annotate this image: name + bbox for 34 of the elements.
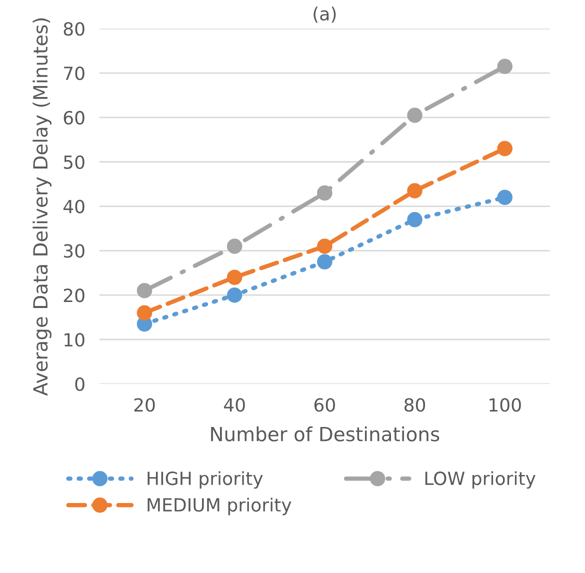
legend-label: LOW priority <box>425 471 536 489</box>
point <box>497 58 512 74</box>
y-tick-label: 30 <box>64 244 84 258</box>
y-tick-label: 50 <box>64 155 84 169</box>
point <box>226 238 242 254</box>
y-tick-label: 60 <box>64 110 84 125</box>
point <box>136 283 152 298</box>
point <box>497 190 512 206</box>
y-tick-label: 70 <box>64 66 84 80</box>
point <box>317 238 332 254</box>
y-tick-label: 0 <box>75 377 84 392</box>
point <box>407 183 422 198</box>
legend-label: HIGH priority <box>148 471 263 489</box>
x-axis-title: Number of Destinations <box>211 426 440 442</box>
y-tick-label: 20 <box>64 288 84 302</box>
y-axis-title: Average Data Delivery Delay (Minutes) <box>32 18 52 396</box>
point <box>407 212 422 228</box>
x-tick-label: 100 <box>490 398 521 412</box>
legend-label: MEDIUM priority <box>148 498 292 516</box>
y-tick-label: 80 <box>64 22 84 36</box>
point <box>407 108 422 123</box>
point <box>226 287 242 303</box>
y-tick-label: 40 <box>63 200 84 214</box>
point <box>226 270 242 285</box>
point <box>497 140 512 156</box>
point <box>136 305 152 320</box>
y-tick-label: 10 <box>64 332 84 347</box>
x-tick-label: 60 <box>314 398 335 412</box>
point <box>317 185 332 201</box>
chart-title: (a) <box>314 6 336 23</box>
x-tick-label: 80 <box>404 398 426 412</box>
x-tick-label: 20 <box>134 398 155 412</box>
x-tick-label: 40 <box>224 398 245 412</box>
point <box>317 254 332 270</box>
